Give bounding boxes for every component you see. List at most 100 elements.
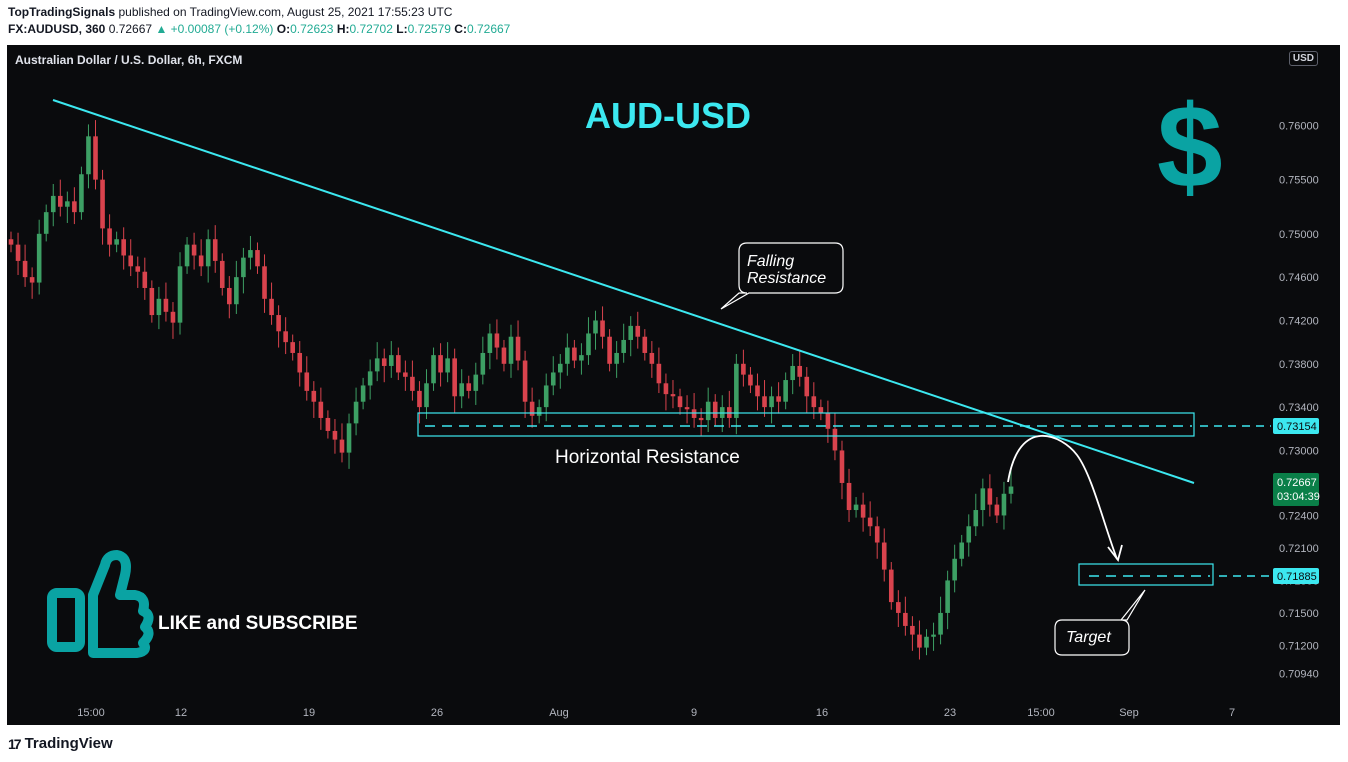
candle-up	[431, 355, 436, 384]
candle-down	[410, 376, 415, 391]
candle-up	[543, 385, 549, 408]
y-tick-label: 0.72400	[1279, 510, 1319, 522]
y-tick-label: 0.73400	[1279, 402, 1319, 414]
candle-up	[557, 363, 563, 373]
candle-down	[191, 244, 197, 256]
candle-down	[135, 266, 141, 272]
candle-down	[741, 363, 746, 375]
currency-button[interactable]: USD	[1288, 51, 1318, 66]
candle-up	[593, 320, 598, 334]
candle-down	[663, 383, 669, 395]
x-tick-label: 16	[816, 707, 828, 719]
candle-down	[712, 401, 718, 418]
low-label: L:	[396, 22, 408, 36]
candle-up	[473, 374, 479, 391]
symbol-info: FX:AUDUSD, 360	[8, 22, 106, 36]
candle-down	[987, 488, 993, 505]
candle-up	[952, 558, 957, 581]
candle-up	[480, 352, 486, 375]
candle-up	[565, 347, 570, 364]
falling-resistance-line[interactable]	[52, 99, 1195, 484]
like-subscribe-text: LIKE and SUBSCRIBE	[158, 613, 358, 634]
target-callout	[1054, 589, 1146, 656]
high-label: H:	[336, 22, 350, 36]
candle-down	[607, 336, 612, 364]
candle-up	[790, 365, 795, 381]
candle-down	[93, 136, 98, 180]
published-text: published on TradingView.com, August 25,…	[118, 5, 453, 19]
candle-down	[318, 401, 324, 418]
tradingview-name: TradingView	[24, 735, 113, 752]
candle-down	[825, 412, 831, 429]
candle-up	[114, 239, 119, 245]
candle-down	[163, 298, 169, 312]
x-tick-label: 7	[1229, 707, 1235, 719]
candle-down	[403, 372, 408, 377]
candle-up	[536, 407, 542, 416]
svg-text:0.73154: 0.73154	[1277, 421, 1317, 433]
candle-down	[762, 396, 767, 408]
symbol-ohlc-line: FX:AUDUSD, 360 0.72667 ▲ +0.00087 (+0.12…	[8, 22, 510, 36]
chart-svg[interactable]: 0.76000 0.75500 0.75000 0.74600 0.74200 0.738…	[7, 45, 1340, 725]
projection-arrow	[1007, 434, 1118, 560]
candle-up	[628, 325, 634, 340]
price-change: ▲ +0.00087 (+0.12%)	[155, 22, 274, 36]
candle-down	[8, 239, 14, 245]
candle-down	[776, 396, 781, 402]
candle-down	[262, 266, 267, 299]
tradingview-logo-icon: 17	[8, 735, 22, 752]
candle-down	[846, 482, 852, 511]
y-tick-label: 0.75000	[1279, 229, 1319, 241]
x-tick-label: 12	[175, 707, 187, 719]
candle-down	[994, 504, 1000, 516]
x-tick-label: 9	[691, 707, 697, 719]
candle-down	[121, 239, 126, 256]
svg-text:03:04:39: 03:04:39	[1277, 491, 1320, 503]
author-name[interactable]: TopTradingSignals	[8, 5, 116, 19]
x-tick-label: Aug	[549, 707, 569, 719]
horizontal-resistance-zone[interactable]	[417, 412, 1195, 437]
projection-arrowhead	[1107, 544, 1123, 562]
candle-down	[22, 260, 28, 278]
candle-up	[445, 358, 450, 373]
candle-up	[853, 504, 859, 511]
price-axis: 0.76000 0.75500 0.75000 0.74600 0.74200 0.738…	[1279, 120, 1319, 680]
horizontal-resistance-label: Horizontal Resistance	[555, 447, 740, 468]
candle-down	[198, 255, 204, 267]
candle-down	[903, 612, 908, 626]
candle-up	[360, 385, 366, 402]
candle-up	[550, 372, 556, 386]
candle-down	[128, 255, 134, 267]
candle-up	[1008, 486, 1014, 494]
candle-up	[234, 277, 239, 305]
candle-down	[874, 526, 880, 543]
candle-down	[494, 333, 500, 348]
candle-up	[508, 336, 514, 364]
candle-down	[269, 298, 274, 316]
candle-down	[797, 365, 803, 377]
candle-up	[931, 634, 936, 637]
thumbs-up-icon	[47, 550, 154, 658]
candle-down	[888, 569, 894, 603]
candle-down	[804, 376, 810, 397]
candle-up	[734, 363, 739, 418]
candle-down	[811, 396, 817, 408]
candle-down	[867, 517, 873, 527]
target-zone[interactable]	[1078, 563, 1214, 586]
tradingview-brand[interactable]: 17 TradingView	[8, 735, 113, 752]
candle-down	[881, 542, 887, 570]
chart-area[interactable]: 0.76000 0.75500 0.75000 0.74600 0.74200 0.738…	[7, 45, 1340, 725]
candle-down	[522, 360, 528, 402]
candle-down	[212, 239, 218, 261]
candle-up	[579, 355, 584, 361]
x-tick-label: 26	[431, 707, 443, 719]
candle-down	[452, 358, 457, 397]
candle-down	[290, 342, 295, 353]
candle-up	[487, 333, 493, 353]
candle-down	[600, 320, 605, 337]
candle-down	[72, 201, 77, 213]
candle-down	[572, 347, 577, 361]
candle-up	[36, 233, 42, 283]
candle-up	[769, 396, 774, 408]
candle-down	[642, 336, 648, 353]
